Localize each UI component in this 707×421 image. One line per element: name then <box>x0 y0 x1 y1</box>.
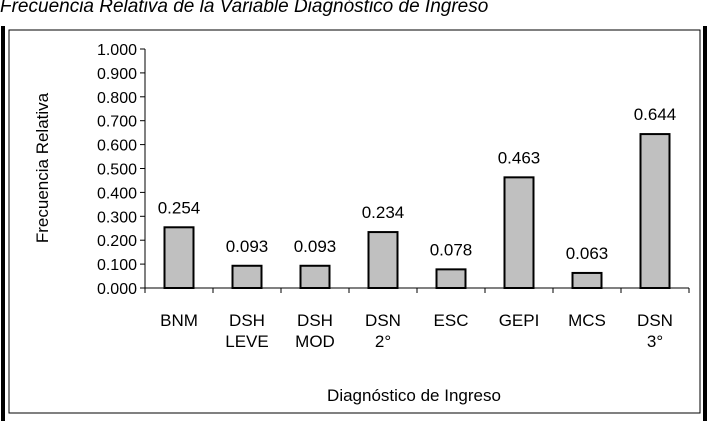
bar <box>163 226 195 290</box>
y-tick-label: 0.200 <box>97 233 137 250</box>
data-label: 0.463 <box>498 148 541 167</box>
y-tick-label: 0.000 <box>97 281 137 298</box>
x-tick-labels: BNM DSH LEVE DSH MOD DSN 2° ESC GEPI MCS DSN 3° <box>160 311 673 351</box>
x-tick-label: DSN 2° <box>365 311 401 351</box>
y-tick-label: 0.400 <box>97 185 137 202</box>
y-axis-label: Frecuencia Relativa <box>33 92 52 243</box>
x-ticks <box>144 288 690 293</box>
bar <box>571 271 603 289</box>
y-tick-label: 0.300 <box>97 209 137 226</box>
y-tick-label: 0.900 <box>97 66 137 83</box>
y-tick-label: 0.100 <box>97 257 137 274</box>
data-label: 0.093 <box>294 237 337 256</box>
bar <box>367 231 399 290</box>
x-tick-label: ESC <box>434 311 469 330</box>
x-tick-label: BNM <box>160 311 198 330</box>
bar <box>435 268 467 290</box>
bar <box>639 133 671 289</box>
y-tick-label: 0.600 <box>97 138 137 155</box>
page-title: Frecuencia Relativa de la Variable Diagn… <box>0 0 489 17</box>
x-tick-label: GEPI <box>499 311 540 330</box>
data-label: 0.078 <box>430 240 473 259</box>
bar <box>503 176 535 289</box>
chart-area <box>8 29 701 414</box>
data-label: 0.254 <box>158 198 201 217</box>
data-label: 0.234 <box>362 203 405 222</box>
y-tick-label: 0.500 <box>97 162 137 179</box>
y-tick-label: 1.000 <box>97 42 137 59</box>
x-tick-label: MCS <box>568 311 606 330</box>
y-tick-label: 0.700 <box>97 114 137 131</box>
y-tick-label: 0.800 <box>97 90 137 107</box>
y-ticks: 0.000 0.100 0.200 0.300 0.400 0.500 0.600 0.700… <box>97 42 145 298</box>
data-label: 0.063 <box>566 244 609 263</box>
bar <box>231 264 263 290</box>
x-tick-label: DSH MOD <box>295 311 335 351</box>
data-labels: 0.254 0.093 0.093 0.234 0.078 0.463 0.063 0.644 <box>158 105 677 263</box>
x-axis-label: Diagnóstico de Ingreso <box>327 386 501 405</box>
data-label: 0.644 <box>634 105 677 124</box>
x-tick-label: DSN 3° <box>637 311 673 351</box>
x-tick-label: DSH LEVE <box>225 311 268 351</box>
bar <box>299 264 331 290</box>
bars <box>163 133 671 290</box>
data-label: 0.093 <box>226 237 269 256</box>
